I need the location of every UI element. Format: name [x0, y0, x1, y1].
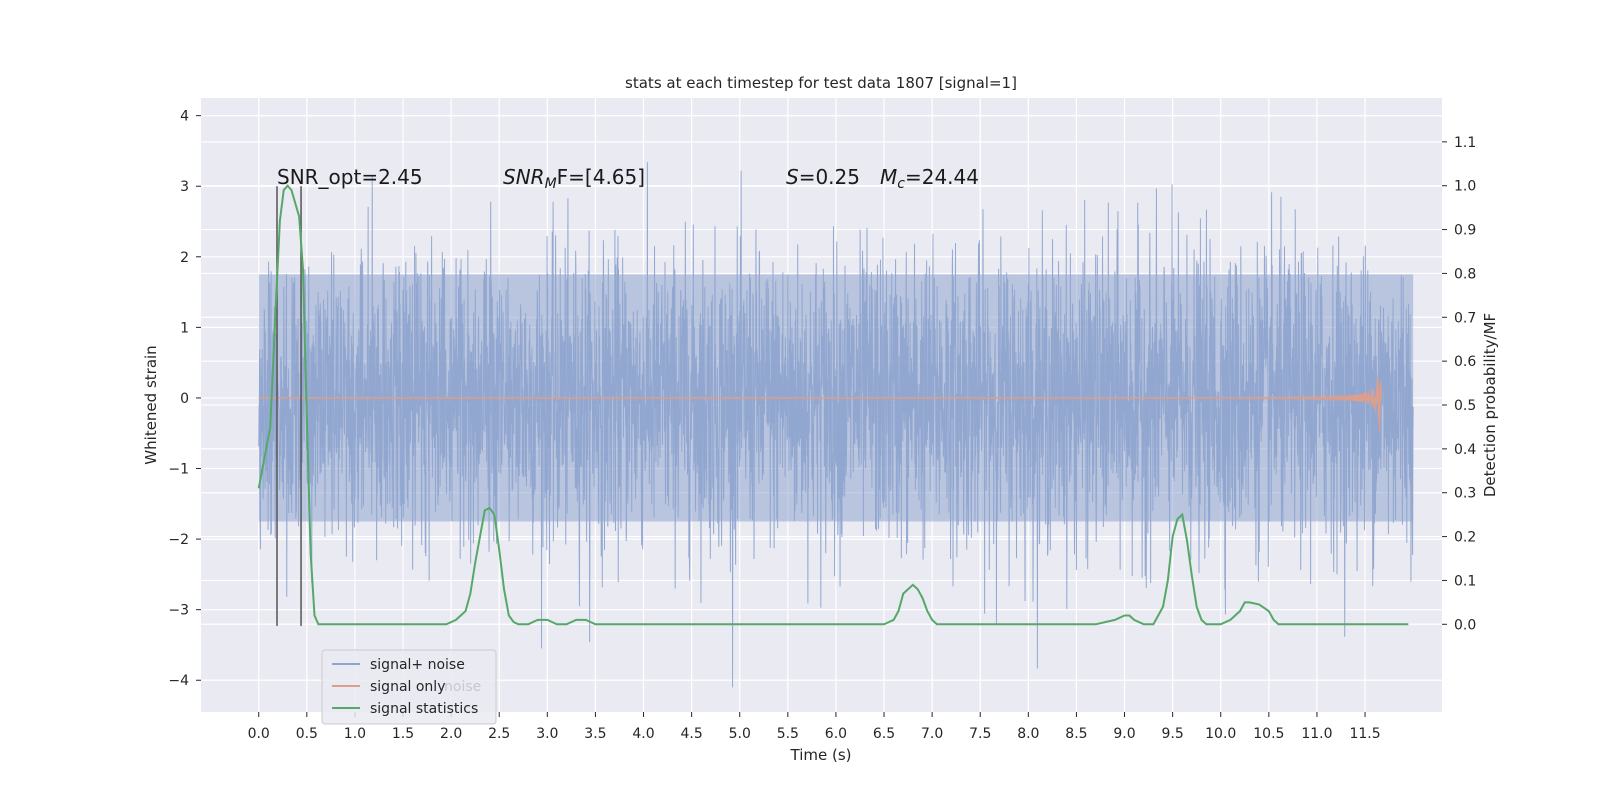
- annotation-snr-opt: SNR_opt=2.45: [277, 165, 423, 189]
- x-tick-label: 4.0: [632, 726, 654, 742]
- x-tick-label: 7.0: [921, 726, 943, 742]
- x-tick-label: 11.5: [1349, 726, 1380, 742]
- x-tick-label: 10.0: [1205, 726, 1236, 742]
- y-right-tick-labels: 0.0 0.1 0.2 0.3 0.4 0.5 0.6 0.7 0.8 0.9 1.0 1.1: [1442, 135, 1476, 633]
- y-tick-label: −2: [168, 532, 189, 548]
- vertical-markers: [276, 186, 302, 626]
- series-signal-statistics: [257, 184, 1409, 626]
- chart-title: stats at each timestep for test data 180…: [625, 74, 1017, 92]
- y-tick-label: 3: [180, 179, 189, 195]
- legend: noise signal+ noise signal only signal s…: [321, 649, 497, 725]
- y-right-tick-label: 0.9: [1454, 223, 1476, 239]
- x-tick-label: 6.5: [873, 726, 895, 742]
- y-tick-label: 0: [180, 391, 189, 407]
- y-right-tick-label: 1.1: [1454, 135, 1476, 151]
- y-tick-labels: −4 −3 −2 −1 0 1 2 3 4: [168, 109, 201, 689]
- y-right-tick-label: 0.1: [1454, 573, 1476, 589]
- x-tick-label: 8.5: [1065, 726, 1087, 742]
- annotation-mc: Mc=24.44: [880, 165, 979, 192]
- y-right-tick-label: 1.0: [1454, 179, 1476, 195]
- x-tick-label: 5.5: [777, 726, 799, 742]
- y-right-tick-label: 0.3: [1454, 486, 1476, 502]
- y-right-tick-label: 0.2: [1454, 530, 1476, 546]
- x-tick-label: 2.0: [440, 726, 462, 742]
- y-right-tick-label: 0.4: [1454, 442, 1476, 458]
- y-tick-label: −1: [168, 462, 189, 478]
- x-axis-label: Time (s): [790, 746, 852, 764]
- x-tick-label: 0.0: [248, 726, 270, 742]
- x-tick-label: 5.0: [729, 726, 751, 742]
- y-tick-label: 1: [180, 320, 189, 336]
- legend-label-noise: signal+ noise: [370, 657, 465, 673]
- y-tick-label: 2: [180, 250, 189, 266]
- stats-trace: [257, 184, 1409, 626]
- annotation-snr-mf: SNRMF=[4.65]: [503, 165, 645, 192]
- x-tick-label: 10.5: [1253, 726, 1284, 742]
- y-right-tick-label: 0.0: [1454, 617, 1476, 633]
- x-tick-label: 1.0: [344, 726, 366, 742]
- y-right-tick-label: 0.6: [1454, 354, 1476, 370]
- x-tick-label: 7.5: [969, 726, 991, 742]
- x-tick-labels: 0.0 0.5 1.0 1.5 2.0 2.5 3.0 3.5 4.0 4.5 5.0 5.5 6.0 6…: [248, 712, 1381, 742]
- y-tick-label: 4: [180, 109, 189, 125]
- y-tick-label: −3: [168, 603, 189, 619]
- x-tick-label: 3.5: [584, 726, 606, 742]
- x-tick-label: 11.0: [1301, 726, 1332, 742]
- x-tick-label: 6.0: [825, 726, 847, 742]
- legend-label-stats: signal statistics: [370, 701, 478, 717]
- annotation-s: S=0.25: [786, 165, 860, 189]
- x-tick-label: 4.5: [680, 726, 702, 742]
- x-tick-label: 3.0: [536, 726, 558, 742]
- legend-box: [321, 649, 497, 725]
- y-right-tick-label: 0.8: [1454, 266, 1476, 282]
- y-tick-label: −4: [168, 673, 189, 689]
- y-axis-label: Whitened strain: [142, 345, 160, 464]
- x-tick-label: 9.5: [1162, 726, 1184, 742]
- x-tick-label: 0.5: [296, 726, 318, 742]
- x-tick-label: 9.0: [1113, 726, 1135, 742]
- x-tick-label: 1.5: [392, 726, 414, 742]
- x-tick-label: 8.0: [1017, 726, 1039, 742]
- y-right-tick-label: 0.5: [1454, 398, 1476, 414]
- x-tick-label: 2.5: [488, 726, 510, 742]
- y-right-axis-label: Detection probability/MF: [1481, 313, 1499, 497]
- legend-label-signal: signal only: [370, 679, 445, 695]
- signal-trace: [258, 379, 1382, 434]
- y-right-tick-label: 0.7: [1454, 310, 1476, 326]
- legend-ghost-text: noise: [444, 679, 481, 695]
- series-signal-only: [258, 379, 1382, 434]
